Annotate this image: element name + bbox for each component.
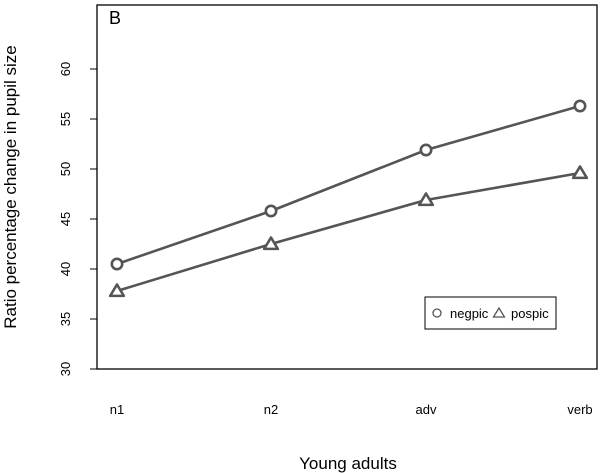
y-tick-label: 35 (58, 312, 73, 326)
point-negpic (573, 99, 587, 113)
plot-frame (96, 4, 598, 370)
x-tick-label: verb (567, 402, 592, 417)
point-pospic (417, 192, 435, 207)
y-tick-label: 60 (58, 62, 73, 76)
legend-pospic-label: pospic (511, 306, 549, 321)
point-pospic (262, 236, 280, 251)
y-tick-label: 55 (58, 112, 73, 126)
legend-negpic-label: negpic (450, 306, 489, 321)
y-tick-label: 50 (58, 162, 73, 176)
legend: negpic pospic (424, 296, 557, 330)
y-axis: 30 35 40 45 50 55 60 (58, 62, 97, 376)
point-negpic (419, 143, 433, 157)
point-negpic (264, 204, 278, 218)
point-pospic (108, 283, 126, 298)
x-tick-label: n2 (264, 402, 278, 417)
x-axis-title: Young adults (299, 454, 397, 473)
y-tick-label: 30 (58, 362, 73, 376)
legend-pospic-marker (492, 306, 506, 318)
y-tick-label: 45 (58, 212, 73, 226)
panel-label: B (109, 8, 121, 28)
x-tick-label: n1 (110, 402, 124, 417)
series-line-pospic (116, 171, 581, 293)
series-layer (108, 99, 589, 298)
legend-negpic-marker (432, 308, 442, 318)
point-negpic (110, 257, 124, 271)
series-line-negpic (116, 104, 581, 266)
legend-box (424, 296, 557, 330)
x-axis: n1 n2 adv verb (110, 402, 593, 417)
y-axis-title: Ratio percentage change in pupil size (1, 45, 20, 329)
x-tick-label: adv (416, 402, 437, 417)
y-tick-label: 40 (58, 262, 73, 276)
point-pospic (571, 165, 589, 180)
